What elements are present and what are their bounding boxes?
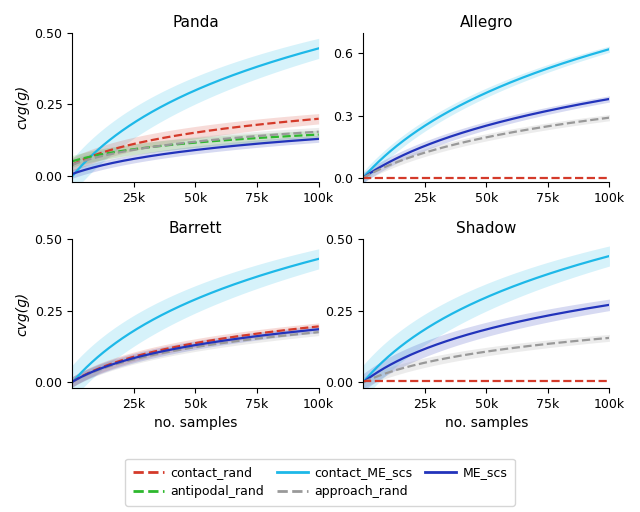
X-axis label: no. samples: no. samples	[445, 416, 528, 431]
X-axis label: no. samples: no. samples	[154, 416, 237, 431]
Title: Shadow: Shadow	[456, 221, 516, 236]
Y-axis label: cvg(ɡ): cvg(ɡ)	[15, 291, 29, 335]
Y-axis label: cvg(ɡ): cvg(ɡ)	[15, 85, 29, 130]
Title: Allegro: Allegro	[460, 15, 513, 30]
Title: Panda: Panda	[172, 15, 219, 30]
Legend: contact_rand, antipodal_rand, contact_ME_scs, approach_rand, ME_scs: contact_rand, antipodal_rand, contact_ME…	[125, 459, 515, 506]
Title: Barrett: Barrett	[169, 221, 222, 236]
